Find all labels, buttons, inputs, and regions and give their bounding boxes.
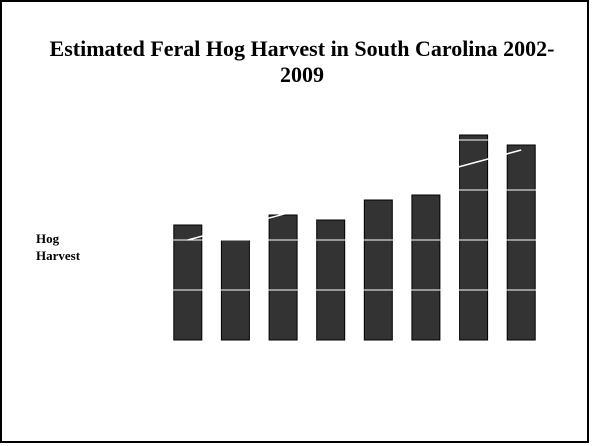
bar [316,219,346,341]
trend-line [187,149,522,241]
y-axis-label-line1: Hog [36,231,60,246]
bar [459,134,489,341]
gridline-group [144,139,545,291]
bar [268,214,298,341]
bar [173,224,203,341]
bar-group [173,134,536,341]
bar [506,144,536,341]
y-axis-label-line2: Harvest [36,248,81,263]
bar [411,194,441,341]
chart-title: Estimated Feral Hog Harvest in South Car… [49,36,555,87]
bar [363,199,393,341]
y-axis-label: Hog Harvest [36,230,80,264]
